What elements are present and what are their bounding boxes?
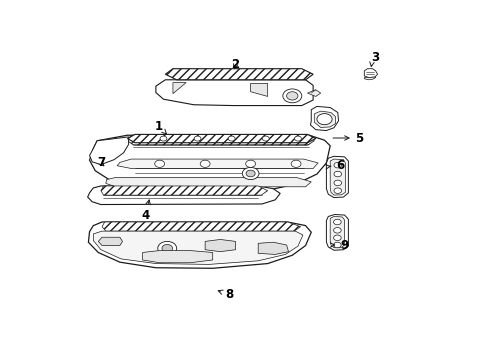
Text: 3: 3 bbox=[370, 51, 378, 64]
Polygon shape bbox=[258, 242, 288, 255]
Polygon shape bbox=[364, 77, 375, 80]
Polygon shape bbox=[89, 137, 128, 165]
Polygon shape bbox=[101, 186, 267, 195]
Polygon shape bbox=[326, 156, 347, 198]
Circle shape bbox=[162, 244, 172, 252]
Text: 6: 6 bbox=[335, 159, 344, 172]
Polygon shape bbox=[98, 237, 122, 246]
Polygon shape bbox=[127, 135, 314, 145]
Polygon shape bbox=[314, 111, 335, 127]
Circle shape bbox=[282, 89, 301, 103]
Circle shape bbox=[154, 160, 164, 167]
Circle shape bbox=[316, 114, 331, 125]
Circle shape bbox=[333, 171, 341, 177]
Polygon shape bbox=[307, 90, 320, 96]
Circle shape bbox=[333, 188, 341, 193]
Polygon shape bbox=[329, 159, 345, 195]
Circle shape bbox=[290, 160, 301, 167]
Text: 2: 2 bbox=[231, 58, 239, 71]
Circle shape bbox=[333, 228, 341, 233]
Polygon shape bbox=[205, 239, 235, 252]
Circle shape bbox=[262, 136, 268, 141]
Text: 5: 5 bbox=[354, 131, 362, 144]
Polygon shape bbox=[326, 215, 347, 250]
Text: 1: 1 bbox=[155, 120, 166, 134]
Text: 8: 8 bbox=[218, 288, 233, 301]
Circle shape bbox=[160, 136, 166, 141]
Circle shape bbox=[158, 242, 176, 255]
Circle shape bbox=[200, 160, 210, 167]
Circle shape bbox=[294, 136, 301, 141]
Circle shape bbox=[228, 136, 235, 141]
Polygon shape bbox=[127, 134, 315, 143]
Circle shape bbox=[242, 167, 259, 180]
Circle shape bbox=[333, 219, 341, 225]
Text: 9: 9 bbox=[340, 239, 348, 252]
Polygon shape bbox=[102, 222, 300, 231]
Text: 7: 7 bbox=[97, 157, 105, 170]
Polygon shape bbox=[89, 135, 329, 193]
Polygon shape bbox=[329, 216, 344, 248]
Circle shape bbox=[333, 235, 341, 240]
Circle shape bbox=[333, 180, 341, 186]
Circle shape bbox=[245, 160, 255, 167]
Polygon shape bbox=[156, 80, 312, 105]
Polygon shape bbox=[105, 177, 311, 187]
Polygon shape bbox=[165, 69, 312, 80]
Text: 4: 4 bbox=[141, 200, 150, 222]
Polygon shape bbox=[250, 84, 267, 96]
Polygon shape bbox=[93, 231, 302, 264]
Polygon shape bbox=[142, 251, 212, 263]
Circle shape bbox=[245, 170, 255, 177]
Polygon shape bbox=[87, 186, 280, 204]
Circle shape bbox=[194, 136, 201, 141]
Polygon shape bbox=[117, 159, 317, 168]
Polygon shape bbox=[310, 107, 338, 131]
Polygon shape bbox=[364, 69, 377, 77]
Circle shape bbox=[333, 242, 341, 248]
Polygon shape bbox=[88, 222, 311, 268]
Polygon shape bbox=[173, 82, 186, 94]
Circle shape bbox=[286, 92, 297, 100]
Circle shape bbox=[333, 162, 341, 168]
